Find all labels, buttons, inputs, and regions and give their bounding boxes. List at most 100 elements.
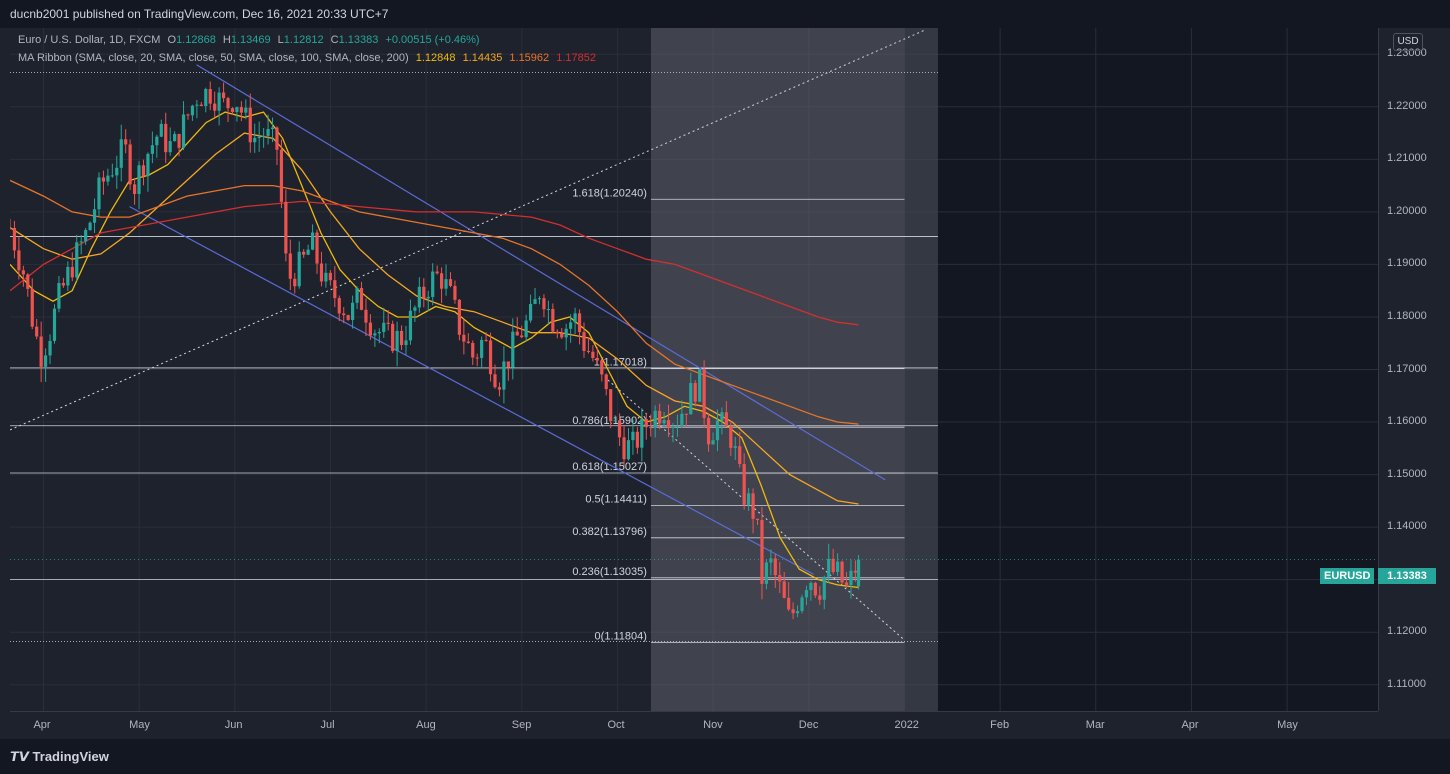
- price-chart[interactable]: 1.618(1.20240) 1(1.17018) 0.786(1.15902) 0.…: [10, 28, 1378, 711]
- fib-level-label: 1(1.17018): [594, 357, 647, 369]
- candle-body: [110, 175, 114, 177]
- candle-body: [26, 274, 30, 289]
- candle-body: [840, 561, 844, 583]
- candle-body: [155, 136, 159, 146]
- candle-body: [239, 107, 243, 113]
- candle-body: [248, 107, 252, 143]
- candle-body: [324, 272, 328, 282]
- low-value: 1.12812: [283, 34, 324, 46]
- candle-body: [199, 104, 203, 107]
- candle-body: [141, 165, 146, 177]
- currency-button[interactable]: USD: [1393, 33, 1423, 51]
- candle-body: [622, 437, 626, 460]
- candle-body: [844, 582, 849, 585]
- candle-body: [453, 285, 457, 300]
- candle-body: [524, 320, 528, 338]
- symbol-legend[interactable]: Euro / U.S. Dollar, 1D, FXCM O1.12868 H1…: [18, 34, 480, 46]
- ma100-value: 1.15962: [509, 52, 550, 64]
- candle-body: [515, 331, 519, 336]
- candle-body: [66, 266, 70, 286]
- candle-body: [48, 340, 52, 356]
- candle-body: [511, 331, 515, 368]
- candle-body: [355, 287, 359, 303]
- time-tick-label: Aug: [416, 719, 436, 731]
- time-tick-label: Apr: [33, 719, 51, 731]
- candle-body: [791, 609, 795, 614]
- candle-body: [150, 145, 154, 154]
- candle-body: [431, 271, 435, 297]
- time-tick-label: Mar: [1085, 719, 1105, 731]
- candle-body: [404, 340, 408, 346]
- candle-body: [493, 374, 497, 388]
- candle-body: [564, 328, 568, 338]
- candle-body: [386, 322, 390, 324]
- candle-body: [644, 419, 648, 428]
- candle-body: [230, 108, 235, 113]
- price-axis[interactable]: 1.23000 1.22000 1.21000 1.20000 1.19000 1.180…: [1378, 28, 1441, 711]
- candle-body: [333, 280, 337, 299]
- candle-body: [10, 227, 12, 229]
- candle-body: [195, 104, 199, 106]
- candle-body: [43, 355, 48, 367]
- candle-body: [684, 413, 688, 415]
- candle-body: [226, 98, 230, 109]
- time-tick-label: Jun: [224, 719, 243, 731]
- candle-body: [666, 420, 671, 428]
- candle-body: [818, 595, 822, 600]
- candle-body: [293, 278, 297, 287]
- candle-body: [693, 383, 697, 402]
- candle-body: [653, 410, 657, 428]
- candle-body: [751, 493, 755, 519]
- candle-body: [595, 358, 599, 361]
- candle-body: [626, 440, 631, 460]
- candle-body: [675, 426, 680, 428]
- candle-body: [12, 227, 17, 251]
- ma-ribbon-legend[interactable]: MA Ribbon (SMA, close, 20, SMA, close, 5…: [18, 52, 596, 64]
- candle-body: [310, 232, 315, 250]
- price-tick-label: 1.16000: [1387, 415, 1427, 428]
- candle-body: [836, 561, 840, 572]
- candle-body: [831, 558, 835, 572]
- candle-body: [488, 340, 493, 375]
- candle-body: [342, 313, 346, 316]
- candle-body: [747, 493, 751, 505]
- candle-body: [146, 153, 150, 177]
- candle-body: [466, 341, 470, 343]
- candle-body: [649, 427, 653, 429]
- tradingview-logo[interactable]: 𝙏𝙑 TradingView: [10, 749, 109, 765]
- candle-body: [159, 123, 163, 137]
- candle-body: [186, 114, 190, 116]
- candle-body: [764, 562, 769, 584]
- brand-name: TradingView: [32, 749, 109, 764]
- candle-body: [128, 144, 132, 185]
- candle-body: [302, 251, 306, 255]
- candle-body: [30, 288, 34, 327]
- candle-body: [132, 184, 137, 194]
- candle-body: [417, 286, 421, 308]
- candle-body: [168, 141, 172, 153]
- candle-body: [528, 303, 533, 321]
- candle-body: [591, 351, 595, 359]
- fib-level-label: 0.618(1.15027): [572, 461, 647, 473]
- chart-area[interactable]: 1.618(1.20240) 1(1.17018) 0.786(1.15902) 0.…: [10, 28, 1378, 711]
- candle-body: [613, 420, 617, 422]
- candle-body: [426, 296, 430, 299]
- candle-body: [804, 590, 809, 598]
- candle-body: [809, 582, 813, 591]
- fib-level-label: 1.618(1.20240): [572, 187, 647, 199]
- fib-box-extension: [904, 28, 938, 711]
- candle-body: [484, 339, 488, 341]
- candle-body: [52, 308, 57, 341]
- candle-body: [315, 232, 319, 264]
- candle-body: [769, 558, 773, 563]
- candle-body: [448, 279, 453, 286]
- ma-line-ma200: [10, 200, 859, 326]
- ma-line-ma20: [10, 111, 859, 589]
- candle-body: [173, 134, 177, 142]
- time-axis[interactable]: Apr May Jun Jul Aug Sep Oct Nov Dec 2022 Feb Mar Apr…: [10, 711, 1378, 740]
- candle-body: [106, 175, 110, 182]
- time-tick-label: Nov: [703, 719, 723, 731]
- candle-body: [190, 105, 195, 116]
- candle-body: [39, 336, 43, 367]
- candle-body: [444, 279, 448, 289]
